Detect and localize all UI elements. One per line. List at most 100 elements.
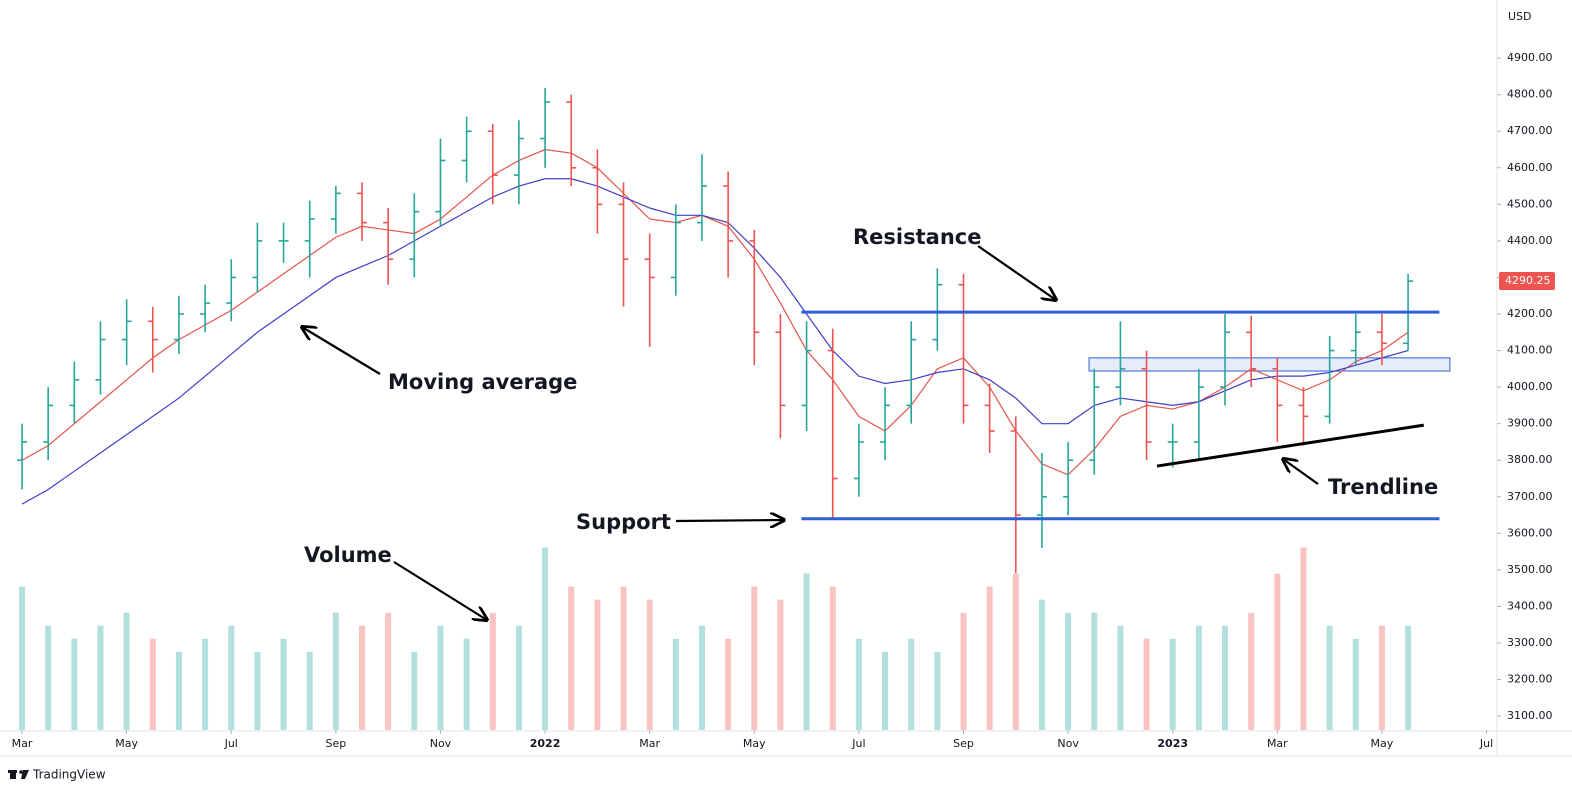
- arrow: [393, 561, 487, 620]
- volume-bar: [1091, 612, 1098, 730]
- arrows: [302, 245, 1319, 620]
- y-tick-label: 3200.00: [1507, 673, 1553, 686]
- volume-bar: [1065, 612, 1072, 730]
- volume-bar: [489, 612, 496, 730]
- arrow: [302, 327, 381, 375]
- y-tick-label: 3900.00: [1507, 417, 1553, 430]
- y-tick-label: 4700.00: [1507, 124, 1553, 137]
- volume-bar: [280, 638, 287, 730]
- logo-part: [19, 770, 23, 774]
- volume-bar: [829, 586, 836, 730]
- volume-bar: [777, 599, 784, 730]
- y-tick-label: 4200.00: [1507, 307, 1553, 320]
- last-price-box: [1499, 272, 1555, 291]
- volume-bar: [71, 638, 78, 730]
- volume-bar: [1012, 573, 1019, 730]
- x-tick-label: Mar: [1267, 737, 1288, 750]
- volume-bar: [855, 638, 862, 730]
- x-tick-label: Jul: [851, 737, 865, 750]
- volume-bar: [1038, 599, 1045, 730]
- x-tick-label: Sep: [325, 737, 346, 750]
- y-tick-label: 3400.00: [1507, 599, 1553, 612]
- moving-average: [21, 148, 1409, 476]
- volume-bar: [1378, 625, 1385, 730]
- x-tick-label: Mar: [639, 737, 660, 750]
- x-tick-label: Sep: [953, 737, 974, 750]
- y-tick-label: 3600.00: [1507, 526, 1553, 539]
- tradingview-logo: [8, 770, 29, 779]
- logo-part: [10, 770, 16, 779]
- volume-bar: [202, 638, 209, 730]
- volume-bar: [385, 612, 392, 730]
- zone: [1088, 357, 1451, 372]
- volume-bar: [123, 612, 130, 730]
- volume-bar: [908, 638, 915, 730]
- volume-bar: [672, 638, 679, 730]
- plot-area: [17, 88, 1451, 730]
- volume-bar: [1222, 625, 1229, 730]
- volume-bar: [1143, 638, 1150, 730]
- volume-bar: [934, 651, 941, 730]
- volume-bar: [19, 586, 26, 730]
- volume-bar: [1405, 625, 1412, 730]
- y-tick-label: 3100.00: [1507, 709, 1553, 722]
- volume-bar: [620, 586, 627, 730]
- volume-bar: [175, 651, 182, 730]
- volume-bar: [515, 625, 522, 730]
- volume-bar: [332, 612, 339, 730]
- y-tick-label: 3800.00: [1507, 453, 1553, 466]
- volume-bar: [960, 612, 967, 730]
- annotation: Support: [576, 510, 671, 534]
- volume-bar: [359, 625, 366, 730]
- volume-bar: [97, 625, 104, 730]
- y-tick-label: 4800.00: [1507, 88, 1553, 101]
- volume-bar: [149, 638, 156, 730]
- volume-bar: [1352, 638, 1359, 730]
- volume-bar: [463, 638, 470, 730]
- annotation: Moving average: [388, 370, 577, 394]
- x-tick-label: Jul: [1479, 737, 1493, 750]
- annotation: Trendline: [1328, 475, 1438, 499]
- x-tick-label: Mar: [12, 737, 33, 750]
- x-tick-label: 2022: [530, 737, 561, 750]
- y-tick-label: 3700.00: [1507, 490, 1553, 503]
- volume-bar: [882, 651, 889, 730]
- volume-bar: [45, 625, 52, 730]
- volume-bar: [594, 599, 601, 730]
- x-tick-label: May: [1371, 737, 1394, 750]
- volume-bar: [228, 625, 235, 730]
- volume-bar: [254, 651, 261, 730]
- y-tick-label: 4900.00: [1507, 51, 1553, 64]
- footer-brand: TradingView: [32, 768, 106, 782]
- volume-bar: [1195, 625, 1202, 730]
- x-tick-label: 2023: [1157, 737, 1188, 750]
- volume-bar: [803, 573, 810, 730]
- y-tick-label: 3500.00: [1507, 563, 1553, 576]
- arrow: [977, 245, 1056, 300]
- logo-part: [8, 770, 17, 773]
- y-tick-label: 4600.00: [1507, 161, 1553, 174]
- moving-average: [21, 178, 1409, 505]
- arrow: [1283, 459, 1319, 485]
- annotation: Volume: [304, 543, 392, 567]
- volume-bar: [646, 599, 653, 730]
- annotation: Resistance: [853, 225, 981, 249]
- volume-bar: [1117, 625, 1124, 730]
- volume-bar: [986, 586, 993, 730]
- volume-bar: [437, 625, 444, 730]
- y-tick-label: 4400.00: [1507, 234, 1553, 247]
- volume-bar: [542, 547, 549, 730]
- volume-bar: [698, 625, 705, 730]
- volume-bar: [306, 651, 313, 730]
- volume-bar: [1169, 638, 1176, 730]
- x-tick-label: Nov: [430, 737, 452, 750]
- x-tick-label: May: [743, 737, 766, 750]
- volume-bar: [1274, 573, 1281, 730]
- volume-bar: [1326, 625, 1333, 730]
- volume-bar: [1248, 612, 1255, 730]
- x-tick-label: May: [115, 737, 138, 750]
- logo-part: [21, 770, 29, 779]
- y-tick-label: 4000.00: [1507, 380, 1553, 393]
